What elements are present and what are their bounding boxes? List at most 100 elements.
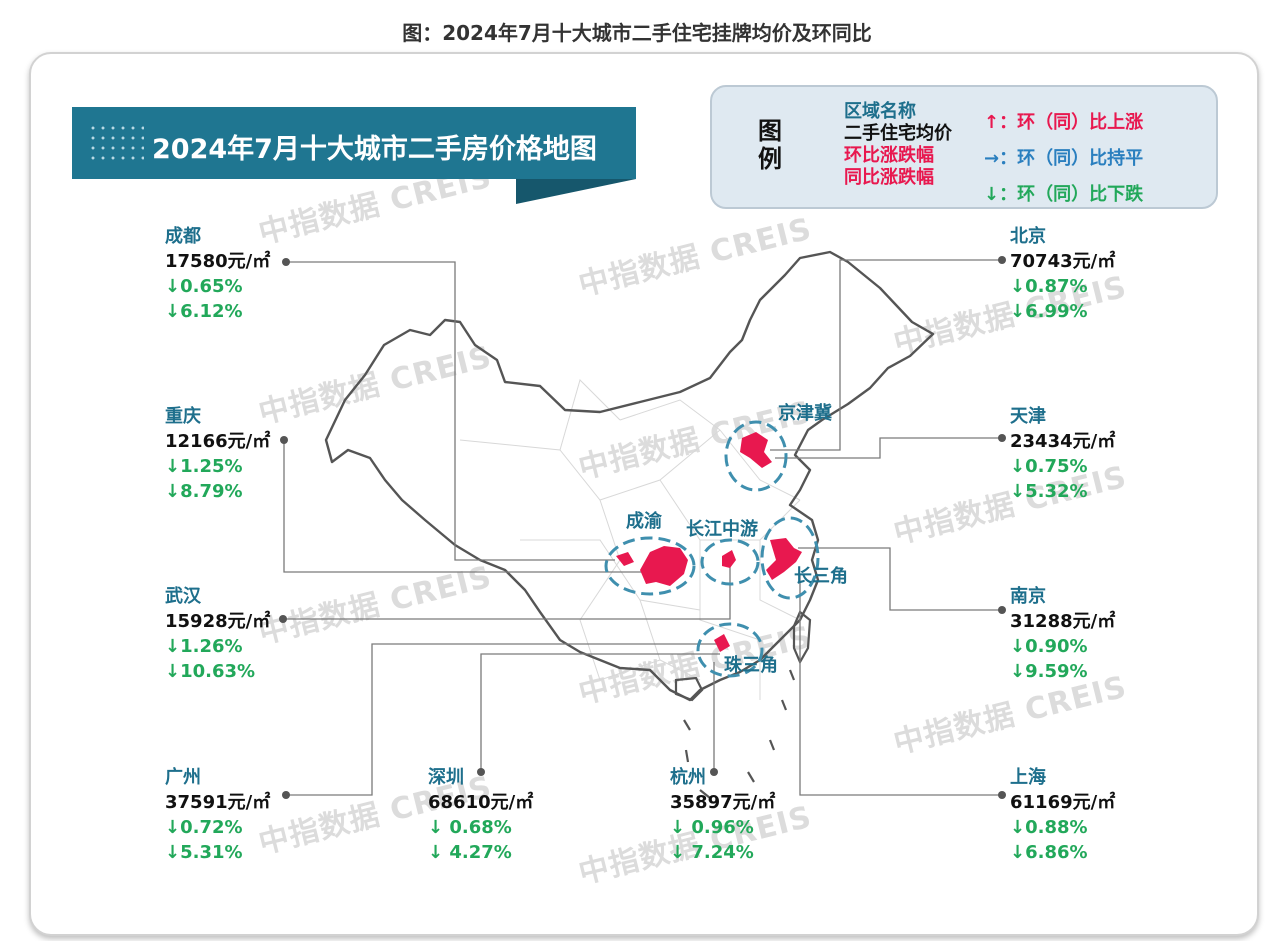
city-block-chengdu: 成都 17580元/㎡ ↓0.65% ↓6.12%	[165, 224, 365, 324]
city-name: 杭州	[670, 767, 706, 788]
taiwan-island	[792, 610, 812, 665]
legend-trends: ↑：环（同）比上涨 →：环（同）比持平 ↓：环（同）比下跌	[984, 105, 1143, 213]
region-label-changsanjiao: 长三角	[794, 566, 848, 587]
city-mom: ↓1.26%	[165, 636, 243, 657]
city-mom: ↓ 0.68%	[428, 817, 512, 838]
city-yoy: ↓6.12%	[165, 301, 243, 322]
cluster-zhusanjiao	[714, 634, 730, 652]
region-label-zhusanjiao: 珠三角	[724, 655, 778, 676]
city-name: 天津	[1010, 406, 1046, 427]
city-price: 37591元/㎡	[165, 792, 271, 813]
leader-dot	[998, 791, 1006, 799]
city-block-nanjing: 南京 31288元/㎡ ↓0.90% ↓9.59%	[1010, 584, 1210, 684]
leader-dot	[282, 791, 290, 799]
city-block-hangzhou: 杭州 35897元/㎡ ↓ 0.96% ↓ 7.24%	[670, 765, 870, 865]
leader-dot	[998, 606, 1006, 614]
city-mom: ↓1.25%	[165, 456, 243, 477]
city-mom: ↓0.72%	[165, 817, 243, 838]
legend-trend-down: ↓：环（同）比下跌	[984, 184, 1144, 205]
cluster-changsanjiao	[766, 538, 802, 580]
city-mom: ↓0.75%	[1010, 456, 1088, 477]
leader-dot	[998, 434, 1006, 442]
city-name: 上海	[1010, 767, 1046, 788]
legend-item-region-name: 区域名称	[844, 101, 916, 122]
ellipse-jingjinji	[724, 420, 788, 492]
city-yoy: ↓8.79%	[165, 481, 243, 502]
leader-dot	[998, 256, 1006, 264]
south-sea-dashes	[683, 669, 796, 799]
leader-dot	[282, 258, 290, 266]
city-block-shenzhen: 深圳 68610元/㎡ ↓ 0.68% ↓ 4.27%	[428, 765, 628, 865]
legend-head: 图 例	[750, 117, 790, 173]
cluster-chengyu-west	[616, 552, 634, 566]
city-name: 北京	[1010, 226, 1046, 247]
city-name: 深圳	[428, 767, 464, 788]
legend-items: 区域名称 二手住宅均价 环比涨跌幅 同比涨跌幅	[844, 101, 952, 189]
leader-dot	[279, 615, 287, 623]
region-label-changjiang: 长江中游	[686, 519, 758, 540]
city-yoy: ↓ 7.24%	[670, 842, 754, 863]
legend-head-char: 图	[758, 117, 782, 145]
legend-head-char: 例	[758, 145, 782, 173]
region-label-jingjinji: 京津冀	[778, 403, 832, 424]
leader-dot	[477, 768, 485, 776]
cluster-jingjinji	[740, 432, 772, 468]
city-yoy: ↓6.99%	[1010, 301, 1088, 322]
city-block-wuhan: 武汉 15928元/㎡ ↓1.26% ↓10.63%	[165, 584, 365, 684]
city-yoy: ↓ 4.27%	[428, 842, 512, 863]
banner-dots	[88, 123, 144, 163]
legend-trend-flat: →：环（同）比持平	[984, 148, 1144, 169]
legend-item-mom: 环比涨跌幅	[844, 145, 934, 166]
city-price: 23434元/㎡	[1010, 431, 1116, 452]
city-mom: ↓0.87%	[1010, 276, 1088, 297]
city-yoy: ↓5.31%	[165, 842, 243, 863]
region-ellipses	[604, 420, 820, 678]
city-price: 70743元/㎡	[1010, 251, 1116, 272]
banner-title: 2024年7月十大城市二手房价格地图	[152, 134, 597, 165]
cluster-changjiang	[722, 550, 736, 568]
city-block-shanghai: 上海 61169元/㎡ ↓0.88% ↓6.86%	[1010, 765, 1210, 865]
city-mom: ↓0.90%	[1010, 636, 1088, 657]
city-yoy: ↓6.86%	[1010, 842, 1088, 863]
leader-dot	[280, 436, 288, 444]
city-yoy: ↓10.63%	[165, 661, 256, 682]
leader-lines	[283, 259, 1002, 796]
city-price: 12166元/㎡	[165, 431, 271, 452]
city-name: 南京	[1010, 586, 1046, 607]
legend-trend-up: ↑：环（同）比上涨	[984, 112, 1144, 133]
city-block-guangzhou: 广州 37591元/㎡ ↓0.72% ↓5.31%	[165, 765, 365, 865]
city-name: 武汉	[165, 586, 201, 607]
china-outline	[324, 250, 935, 702]
city-price: 31288元/㎡	[1010, 611, 1116, 632]
region-label-chengyu: 成渝	[626, 511, 662, 532]
city-price: 35897元/㎡	[670, 792, 776, 813]
page-title: 图：2024年7月十大城市二手住宅挂牌均价及环同比	[402, 21, 872, 45]
leader-dots	[279, 256, 1006, 799]
legend-item-avg-price: 二手住宅均价	[844, 123, 952, 144]
banner-tail	[516, 179, 636, 204]
city-name: 重庆	[165, 406, 201, 427]
cluster-chengyu	[640, 546, 688, 586]
city-price: 15928元/㎡	[165, 611, 271, 632]
banner: 2024年7月十大城市二手房价格地图	[72, 107, 636, 179]
ellipse-changsanjiao	[760, 516, 820, 600]
city-yoy: ↓9.59%	[1010, 661, 1088, 682]
ellipse-chengyu	[604, 536, 696, 596]
city-mom: ↓0.65%	[165, 276, 243, 297]
legend: 图 例 区域名称 二手住宅均价 环比涨跌幅 同比涨跌幅 ↑：环（同）比上涨 →：…	[710, 85, 1218, 209]
legend-item-yoy: 同比涨跌幅	[844, 167, 934, 188]
leader-dot	[710, 768, 718, 776]
city-block-tianjin: 天津 23434元/㎡ ↓0.75% ↓5.32%	[1010, 404, 1210, 504]
city-block-beijing: 北京 70743元/㎡ ↓0.87% ↓6.99%	[1010, 224, 1210, 324]
city-yoy: ↓5.32%	[1010, 481, 1088, 502]
city-price: 68610元/㎡	[428, 792, 534, 813]
city-block-chongqing: 重庆 12166元/㎡ ↓1.25% ↓8.79%	[165, 404, 365, 504]
city-mom: ↓ 0.96%	[670, 817, 754, 838]
ellipse-zhusanjiao	[696, 622, 764, 678]
city-price: 61169元/㎡	[1010, 792, 1116, 813]
city-mom: ↓0.88%	[1010, 817, 1088, 838]
city-name: 成都	[165, 226, 201, 247]
city-clusters	[616, 432, 802, 652]
city-price: 17580元/㎡	[165, 251, 271, 272]
